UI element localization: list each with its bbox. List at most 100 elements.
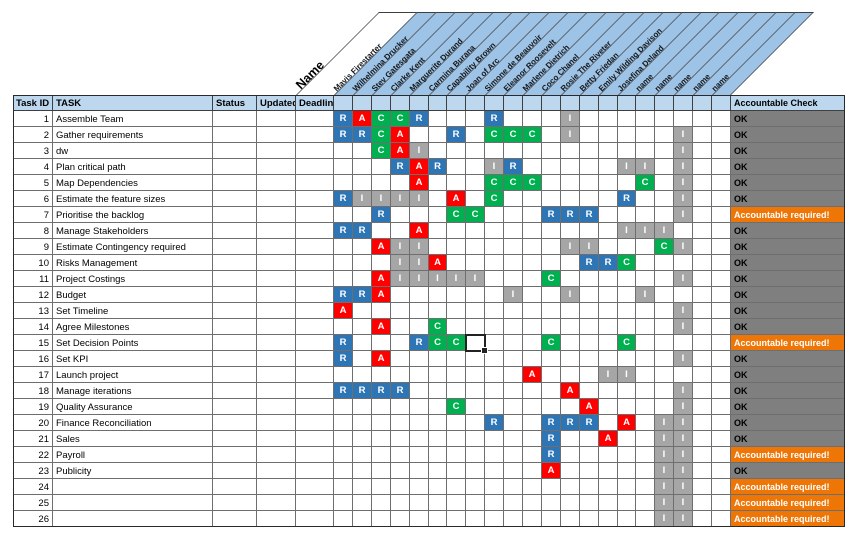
raci-cell[interactable]: R [580, 207, 599, 223]
raci-cell[interactable] [636, 127, 655, 143]
raci-cell[interactable] [693, 319, 712, 335]
raci-cell[interactable] [580, 319, 599, 335]
raci-cell[interactable]: R [429, 159, 447, 175]
task-id-cell[interactable]: 17 [13, 367, 53, 383]
task-name-cell[interactable]: Set Timeline [53, 303, 213, 319]
raci-cell[interactable]: A [372, 239, 391, 255]
raci-cell[interactable] [523, 239, 542, 255]
raci-cell[interactable] [655, 351, 674, 367]
raci-cell[interactable] [580, 303, 599, 319]
raci-cell[interactable] [599, 223, 618, 239]
raci-cell[interactable] [674, 287, 693, 303]
raci-cell[interactable] [447, 159, 466, 175]
raci-cell[interactable] [410, 447, 429, 463]
raci-cell[interactable]: I [580, 239, 599, 255]
raci-cell[interactable]: A [353, 111, 372, 127]
raci-cell[interactable] [466, 111, 485, 127]
raci-cell[interactable] [599, 207, 618, 223]
updated-cell[interactable] [257, 191, 296, 207]
raci-cell[interactable] [655, 399, 674, 415]
raci-cell[interactable] [372, 495, 391, 511]
raci-cell[interactable] [504, 111, 523, 127]
raci-cell[interactable] [353, 303, 372, 319]
raci-cell[interactable] [410, 287, 429, 303]
raci-cell[interactable]: A [334, 303, 353, 319]
selection-fill-handle[interactable] [481, 347, 488, 354]
updated-cell[interactable] [257, 175, 296, 191]
raci-cell[interactable] [542, 479, 561, 495]
raci-cell[interactable] [599, 127, 618, 143]
accountable-check-cell[interactable]: Accountable required! [731, 447, 845, 463]
raci-cell[interactable] [636, 367, 655, 383]
raci-cell[interactable] [693, 479, 712, 495]
status-cell[interactable] [213, 319, 257, 335]
person-column-header-strip[interactable] [504, 95, 523, 111]
raci-cell[interactable] [429, 111, 447, 127]
status-cell[interactable] [213, 207, 257, 223]
raci-cell[interactable] [410, 367, 429, 383]
raci-cell[interactable] [410, 207, 429, 223]
person-column-header-strip[interactable] [372, 95, 391, 111]
raci-cell[interactable] [523, 143, 542, 159]
status-cell[interactable] [213, 223, 257, 239]
raci-cell[interactable] [372, 399, 391, 415]
raci-cell[interactable] [334, 447, 353, 463]
deadline-cell[interactable] [296, 415, 334, 431]
raci-cell[interactable]: I [466, 271, 485, 287]
raci-cell[interactable] [372, 303, 391, 319]
raci-cell[interactable]: R [542, 431, 561, 447]
task-name-cell[interactable]: Prioritise the backlog [53, 207, 213, 223]
updated-cell[interactable] [257, 159, 296, 175]
raci-cell[interactable]: R [410, 111, 429, 127]
status-cell[interactable] [213, 479, 257, 495]
raci-cell[interactable] [712, 399, 731, 415]
updated-cell[interactable] [257, 255, 296, 271]
raci-cell[interactable] [674, 335, 693, 351]
raci-cell[interactable] [447, 223, 466, 239]
raci-cell[interactable] [485, 143, 504, 159]
raci-cell[interactable] [542, 319, 561, 335]
raci-cell[interactable] [561, 255, 580, 271]
status-cell[interactable] [213, 271, 257, 287]
raci-cell[interactable] [618, 399, 636, 415]
raci-cell[interactable]: I [599, 367, 618, 383]
raci-cell[interactable] [485, 447, 504, 463]
raci-cell[interactable]: A [372, 287, 391, 303]
raci-cell[interactable]: I [504, 287, 523, 303]
raci-cell[interactable] [353, 255, 372, 271]
deadline-cell[interactable] [296, 479, 334, 495]
raci-cell[interactable] [599, 159, 618, 175]
raci-cell[interactable] [334, 511, 353, 527]
accountable-check-cell[interactable]: OK [731, 239, 845, 255]
raci-cell[interactable] [504, 511, 523, 527]
raci-cell[interactable] [599, 511, 618, 527]
raci-cell[interactable] [636, 303, 655, 319]
raci-cell[interactable] [447, 431, 466, 447]
raci-cell[interactable] [712, 111, 731, 127]
raci-cell[interactable] [372, 159, 391, 175]
raci-cell[interactable] [618, 479, 636, 495]
raci-cell[interactable] [391, 175, 410, 191]
raci-cell[interactable] [334, 319, 353, 335]
raci-cell[interactable] [523, 431, 542, 447]
raci-cell[interactable]: C [504, 175, 523, 191]
deadline-cell[interactable] [296, 143, 334, 159]
raci-cell[interactable] [712, 127, 731, 143]
raci-cell[interactable]: R [334, 111, 353, 127]
raci-cell[interactable] [523, 255, 542, 271]
raci-cell[interactable] [636, 431, 655, 447]
raci-cell[interactable] [523, 207, 542, 223]
raci-cell[interactable]: C [429, 335, 447, 351]
raci-cell[interactable] [599, 175, 618, 191]
raci-cell[interactable]: C [447, 335, 466, 351]
raci-cell[interactable] [391, 415, 410, 431]
raci-cell[interactable] [353, 159, 372, 175]
raci-cell[interactable] [712, 351, 731, 367]
raci-cell[interactable] [372, 335, 391, 351]
raci-cell[interactable] [466, 399, 485, 415]
raci-cell[interactable]: R [334, 351, 353, 367]
raci-cell[interactable]: I [655, 511, 674, 527]
raci-cell[interactable] [542, 191, 561, 207]
raci-cell[interactable]: R [353, 287, 372, 303]
task-name-cell[interactable]: Launch project [53, 367, 213, 383]
